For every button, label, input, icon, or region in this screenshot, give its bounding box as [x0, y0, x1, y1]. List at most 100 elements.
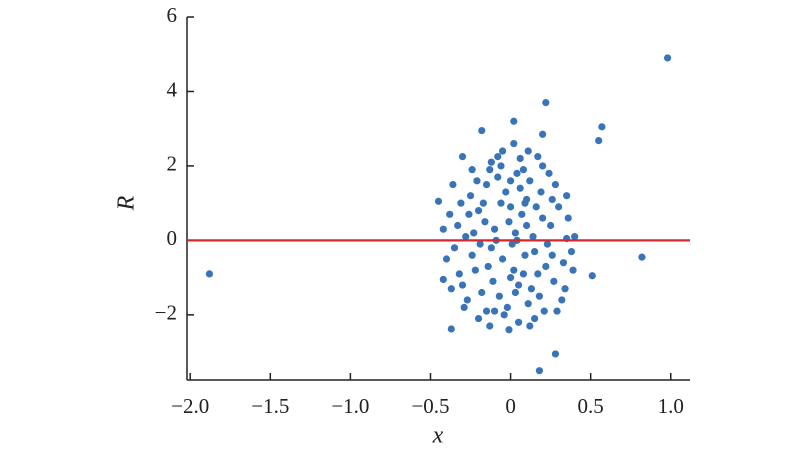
point [478, 288, 486, 297]
point [558, 296, 566, 304]
point [505, 218, 513, 226]
point [482, 180, 491, 189]
point [569, 266, 577, 274]
point [521, 251, 529, 259]
point [487, 244, 495, 252]
point [519, 270, 528, 278]
point [550, 277, 558, 285]
point [542, 262, 550, 271]
point [505, 326, 513, 334]
x-tick-label: −2.0 [171, 394, 209, 418]
point [460, 303, 468, 311]
y-axis-label: R [114, 195, 140, 211]
point [486, 166, 494, 174]
x-tick-label: −0.5 [411, 394, 449, 418]
point [571, 233, 579, 241]
point [495, 292, 503, 300]
point [442, 255, 451, 263]
point [561, 285, 569, 293]
point [551, 180, 560, 189]
point [497, 162, 505, 170]
point [534, 153, 542, 161]
point [535, 292, 544, 300]
point [439, 275, 447, 284]
point [598, 123, 606, 131]
point [559, 259, 568, 267]
point [595, 137, 603, 145]
point [458, 281, 467, 289]
point [513, 169, 521, 177]
point [498, 255, 507, 263]
point [526, 322, 534, 330]
point [527, 285, 536, 293]
y-tick-label: 2 [167, 152, 178, 176]
point [588, 272, 596, 280]
point [539, 214, 547, 222]
point [490, 225, 499, 233]
x-tick-label: 1.0 [658, 394, 684, 418]
point [478, 126, 486, 135]
point [535, 367, 544, 375]
point [510, 117, 518, 125]
point [511, 229, 519, 237]
point [532, 203, 540, 211]
point [474, 314, 483, 323]
point [537, 188, 545, 196]
point [458, 153, 467, 161]
point [490, 307, 499, 315]
point [463, 296, 471, 304]
point [471, 266, 479, 274]
point [468, 166, 476, 174]
point [563, 192, 571, 200]
point [638, 253, 646, 261]
point [519, 166, 528, 174]
point [524, 147, 532, 155]
point [466, 192, 475, 200]
point [514, 318, 523, 326]
point [446, 210, 454, 218]
point [548, 251, 556, 259]
point [521, 199, 529, 207]
point [567, 247, 576, 256]
point [502, 188, 510, 196]
point [450, 244, 459, 252]
point [487, 158, 495, 166]
point [506, 274, 515, 282]
point [439, 225, 447, 233]
point [548, 195, 556, 204]
x-tick-label: −1.5 [251, 394, 289, 418]
point [455, 270, 463, 278]
x-axis-label: x [432, 423, 444, 449]
point [526, 177, 534, 185]
x-tick-label: 0.5 [578, 394, 604, 418]
point [539, 162, 547, 170]
point [524, 300, 532, 308]
point [489, 277, 497, 285]
point [500, 311, 508, 319]
point [447, 325, 455, 333]
point [503, 303, 511, 311]
point [663, 54, 672, 62]
point [481, 218, 489, 226]
point [534, 270, 542, 278]
point [449, 180, 457, 189]
point [516, 154, 524, 163]
point [529, 233, 537, 241]
point [543, 240, 552, 248]
point [506, 177, 515, 185]
point [447, 285, 455, 293]
point [547, 221, 555, 230]
point [494, 173, 502, 181]
point [484, 262, 492, 271]
point [540, 307, 548, 315]
point [486, 322, 494, 330]
point [470, 229, 478, 237]
point [553, 307, 561, 315]
point [516, 184, 524, 192]
point [498, 147, 507, 155]
point [539, 130, 547, 138]
point [479, 199, 487, 207]
point [468, 251, 476, 259]
